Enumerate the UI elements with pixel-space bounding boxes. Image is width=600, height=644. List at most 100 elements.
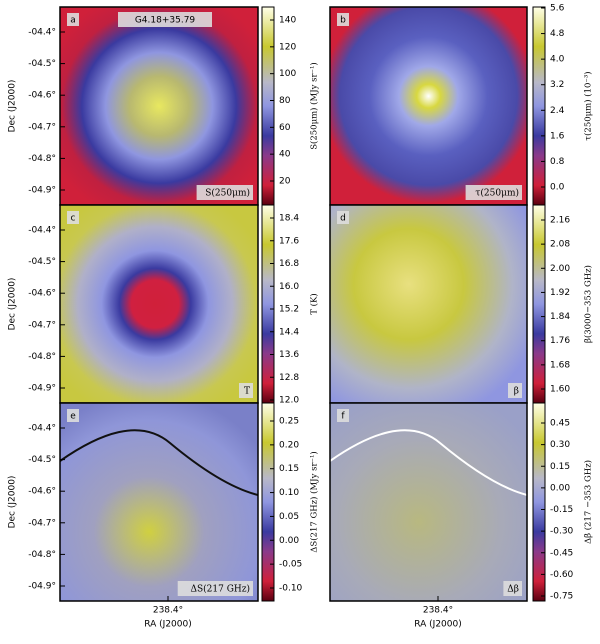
colorbar-tick-label: 0.0 <box>550 183 565 193</box>
colorbar-tick-label: -0.75 <box>550 592 573 602</box>
colorbar-tick-label: 15.2 <box>279 305 299 315</box>
panel-letter: e <box>70 412 76 422</box>
colorbar-tick-label: 2.4 <box>550 106 565 116</box>
y-tick-label: -04.8° <box>28 550 56 560</box>
colorbar-tick-label: 0.8 <box>550 157 565 167</box>
map-image <box>60 403 258 601</box>
colorbar-tick-label: 2.00 <box>550 264 570 274</box>
panel-letter: a <box>70 16 76 26</box>
colorbar-tick-label: 5.6 <box>550 4 565 14</box>
colorbar-tick-label: -0.05 <box>279 560 302 570</box>
panel-tag: τ(250μm) <box>475 188 519 199</box>
contour-line <box>329 429 528 496</box>
colorbar-tick-label: 1.6 <box>550 131 565 141</box>
x-tick-label: 238.4° <box>153 606 183 616</box>
colorbar-tick-label: 0.20 <box>279 440 299 450</box>
contour-line <box>59 429 259 496</box>
colorbar-tick-label: 16.8 <box>279 259 299 269</box>
colorbar-tick-label: 100 <box>279 69 296 79</box>
panel-tag: S(250μm) <box>205 188 250 199</box>
colorbar-tick-label: 120 <box>279 42 296 52</box>
y-axis-label: Dec (J2000) <box>8 80 18 133</box>
colorbar-label: τ(250μm) (10⁻³) <box>583 71 594 140</box>
colorbar-tick-label: 0.45 <box>550 419 570 429</box>
y-tick-label: -04.6° <box>28 289 56 299</box>
colorbar-label: ΔS(217 GHz) (MJy sr⁻¹) <box>309 451 320 552</box>
colorbar-tick-label: 20 <box>279 177 291 187</box>
colorbar-tick-label: 40 <box>279 150 291 160</box>
colorbar-tick-label: 2.16 <box>550 216 570 226</box>
panel-tag: β <box>514 387 519 397</box>
map-image <box>330 7 527 205</box>
colorbar-tick-label: 16.0 <box>279 282 299 292</box>
y-tick-label: -04.7° <box>28 122 56 132</box>
colorbar-tick-label: -0.15 <box>550 505 573 515</box>
colorbar-tick-label: 0.05 <box>279 512 299 522</box>
title-box <box>118 12 212 27</box>
map-image <box>60 205 258 403</box>
x-axis-label: RA (J2000) <box>144 620 192 630</box>
colorbar-tick-label: 0.00 <box>550 483 570 493</box>
y-tick-label: -04.6° <box>28 91 56 101</box>
y-tick-label: -04.8° <box>28 352 56 362</box>
colorbar-tick-label: 0.00 <box>279 536 299 546</box>
colorbar-tick-label: 12.8 <box>279 373 299 383</box>
y-tick-label: -04.9° <box>28 582 56 592</box>
panel-letter-box <box>337 13 349 26</box>
colorbar-tick-label: -0.10 <box>279 584 303 594</box>
panel-tag-box <box>177 581 253 596</box>
y-tick-label: -04.8° <box>28 154 56 164</box>
y-tick-label: -04.4° <box>28 226 56 236</box>
panel-tag-box <box>196 185 253 200</box>
colorbar-label: S(250μm) (MJy sr⁻¹) <box>309 62 320 150</box>
colorbar-tick-label: -0.45 <box>550 548 573 558</box>
panel-letter-box <box>67 211 79 224</box>
colorbar-tick-label: 0.15 <box>279 464 299 474</box>
y-tick-label: -04.5° <box>28 257 56 267</box>
panel-tag: T <box>244 387 250 397</box>
y-tick-label: -04.4° <box>28 28 56 38</box>
colorbar-tick-label: 0.30 <box>550 440 570 450</box>
colorbar <box>532 204 546 404</box>
map-image <box>60 7 258 205</box>
colorbar-tick-label: 18.4 <box>279 214 299 224</box>
colorbar <box>261 6 275 206</box>
y-tick-label: -04.9° <box>28 384 56 394</box>
y-axis-label: Dec (J2000) <box>8 476 18 529</box>
y-tick-label: -04.5° <box>28 455 56 465</box>
panel-letter: d <box>340 214 346 224</box>
colorbar-label: T (K) <box>309 293 320 314</box>
panel-letter-box <box>337 211 349 224</box>
colorbar-tick-label: 60 <box>279 123 291 133</box>
colorbar-tick-label: 0.15 <box>550 462 570 472</box>
panel-letter-box <box>67 409 79 422</box>
panel-tag: Δβ <box>507 585 519 595</box>
panel-letter: b <box>340 16 346 26</box>
colorbar-tick-label: 1.84 <box>550 312 570 322</box>
colorbar-tick-label: 14.4 <box>279 327 299 337</box>
map-image <box>330 205 527 403</box>
colorbar-tick-label: 140 <box>279 16 296 26</box>
colorbar-tick-label: 1.60 <box>550 385 570 395</box>
colorbar <box>261 204 275 404</box>
colorbar-label: Δβ (217 −353 GHz) <box>583 460 594 544</box>
colorbar-tick-label: -0.30 <box>550 527 574 537</box>
colorbar-label: β(3000−353 GHz) <box>583 265 594 343</box>
y-tick-label: -04.9° <box>28 186 56 196</box>
colorbar-tick-label: -0.60 <box>550 570 574 580</box>
colorbar-tick-label: 1.76 <box>550 336 570 346</box>
colorbar-tick-label: 1.92 <box>550 288 570 298</box>
y-axis-label: Dec (J2000) <box>8 278 18 331</box>
colorbar <box>532 402 546 602</box>
colorbar <box>261 402 275 602</box>
x-tick-label: 238.4° <box>423 606 453 616</box>
colorbar-tick-label: 17.6 <box>279 236 299 246</box>
panel-tag-box <box>239 383 253 398</box>
colorbar-tick-label: 3.2 <box>550 80 564 90</box>
colorbar-tick-label: 0.10 <box>279 488 299 498</box>
panel-tag: ΔS(217 GHz) <box>190 584 250 595</box>
colorbar-tick-label: 4.0 <box>550 55 565 65</box>
colorbar-tick-label: 0.25 <box>279 417 299 427</box>
y-tick-label: -04.6° <box>28 487 56 497</box>
panel-frame <box>59 402 259 602</box>
